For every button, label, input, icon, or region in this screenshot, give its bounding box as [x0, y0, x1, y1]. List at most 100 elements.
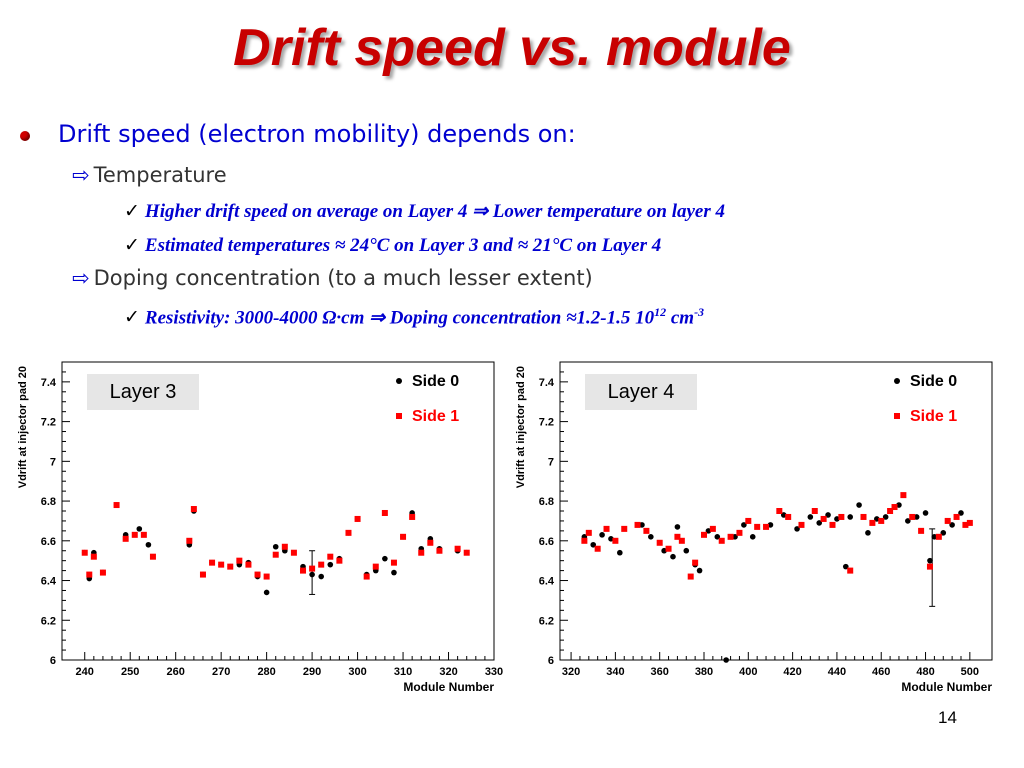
sub-bullet-doping-text: Doping concentration (to a much lesser e…: [94, 266, 593, 290]
point-side1: [909, 514, 915, 520]
y-tick-label: 6.6: [41, 536, 56, 548]
point-side1: [927, 564, 933, 570]
item-higher-drift: ✓ Higher drift speed on average on Layer …: [124, 200, 725, 223]
point-side1: [861, 514, 867, 520]
point-side1: [418, 550, 424, 556]
x-tick-label: 310: [394, 666, 412, 678]
x-tick-label: 250: [121, 666, 139, 678]
layer-label: Layer 3: [110, 381, 177, 403]
point-side1: [595, 546, 601, 552]
x-tick-label: 320: [439, 666, 457, 678]
point-side1: [400, 534, 406, 540]
x-tick-label: 420: [783, 666, 801, 678]
point-side1: [191, 506, 197, 512]
point-side1: [821, 516, 827, 522]
point-side1: [82, 550, 88, 556]
point-side1: [391, 560, 397, 566]
x-axis-label: Module Number: [901, 680, 992, 694]
point-side1: [643, 528, 649, 534]
point-side1: [86, 572, 92, 578]
x-tick-label: 440: [828, 666, 846, 678]
item-resistivity-exp2: -3: [694, 305, 704, 319]
point-side0: [273, 544, 279, 550]
point-side1: [218, 562, 224, 568]
point-side1: [200, 572, 206, 578]
point-side1: [327, 554, 333, 560]
layer-label: Layer 4: [608, 381, 675, 403]
point-side0: [683, 548, 689, 554]
point-side0: [318, 574, 324, 580]
y-tick-label: 6.2: [539, 615, 554, 627]
point-side1: [945, 518, 951, 524]
point-side1: [132, 532, 138, 538]
point-side0: [675, 524, 681, 530]
point-side1: [838, 514, 844, 520]
point-side1: [745, 518, 751, 524]
point-side1: [586, 530, 592, 536]
legend-marker-side1: [894, 413, 900, 419]
point-side1: [581, 538, 587, 544]
point-side0: [865, 530, 871, 536]
point-side0: [723, 657, 729, 663]
item-resistivity-unit: cm: [666, 307, 694, 328]
x-tick-label: 320: [562, 666, 580, 678]
point-side1: [464, 550, 470, 556]
point-side1: [264, 574, 270, 580]
legend-label-side1: Side 1: [910, 408, 957, 425]
point-side0: [808, 514, 814, 520]
arrow-right-icon: ⇨: [72, 266, 90, 290]
legend-marker-side0: [894, 378, 900, 384]
x-tick-label: 380: [695, 666, 713, 678]
point-side1: [918, 528, 924, 534]
point-side1: [869, 520, 875, 526]
point-side1: [936, 534, 942, 540]
point-side1: [892, 504, 898, 510]
item-resistivity-exp1: 12: [654, 305, 666, 319]
y-tick-label: 7.2: [539, 417, 554, 429]
point-side0: [923, 510, 929, 516]
x-tick-label: 500: [961, 666, 979, 678]
point-side1: [345, 530, 351, 536]
point-side1: [123, 536, 129, 542]
point-side1: [710, 526, 716, 532]
point-side0: [750, 534, 756, 540]
point-side1: [954, 514, 960, 520]
point-side1: [847, 568, 853, 574]
item-higher-drift-text: Higher drift speed on average on Layer 4…: [145, 201, 725, 222]
y-tick-label: 7.2: [41, 417, 56, 429]
y-tick-label: 6: [50, 655, 56, 667]
y-tick-label: 7: [50, 456, 56, 468]
point-side0: [391, 570, 397, 576]
point-side1: [227, 564, 233, 570]
x-tick-label: 270: [212, 666, 230, 678]
check-icon: ✓: [124, 235, 140, 256]
point-side0: [599, 532, 605, 538]
arrow-right-icon: ⇨: [72, 163, 90, 187]
point-side1: [255, 572, 261, 578]
point-side1: [236, 558, 242, 564]
point-side1: [114, 502, 120, 508]
sub-bullet-temperature: ⇨ Temperature: [72, 163, 227, 187]
point-side1: [382, 510, 388, 516]
point-side1: [612, 538, 618, 544]
x-tick-label: 280: [257, 666, 275, 678]
x-tick-label: 460: [872, 666, 890, 678]
check-icon: ✓: [124, 307, 140, 328]
y-tick-label: 6.4: [41, 576, 57, 588]
point-side1: [436, 548, 442, 554]
point-side1: [245, 562, 251, 568]
chart-layer-3: 240 250 260 270 280 290 300 310 320 33066.26.46.6…: [12, 357, 504, 697]
item-resistivity: ✓ Resistivity: 3000-4000 Ω·cm ⇒ Doping co…: [124, 305, 704, 329]
point-side0: [146, 542, 152, 548]
sub-bullet-doping: ⇨ Doping concentration (to a much lesser …: [72, 266, 593, 290]
point-side1: [657, 540, 663, 546]
point-side1: [719, 538, 725, 544]
x-tick-label: 360: [651, 666, 669, 678]
point-side1: [635, 522, 641, 528]
y-tick-label: 7.4: [41, 377, 57, 389]
y-tick-label: 7: [548, 456, 554, 468]
y-tick-label: 6.6: [539, 536, 554, 548]
legend-label-side0: Side 0: [910, 373, 957, 390]
point-side1: [692, 560, 698, 566]
point-side1: [409, 514, 415, 520]
